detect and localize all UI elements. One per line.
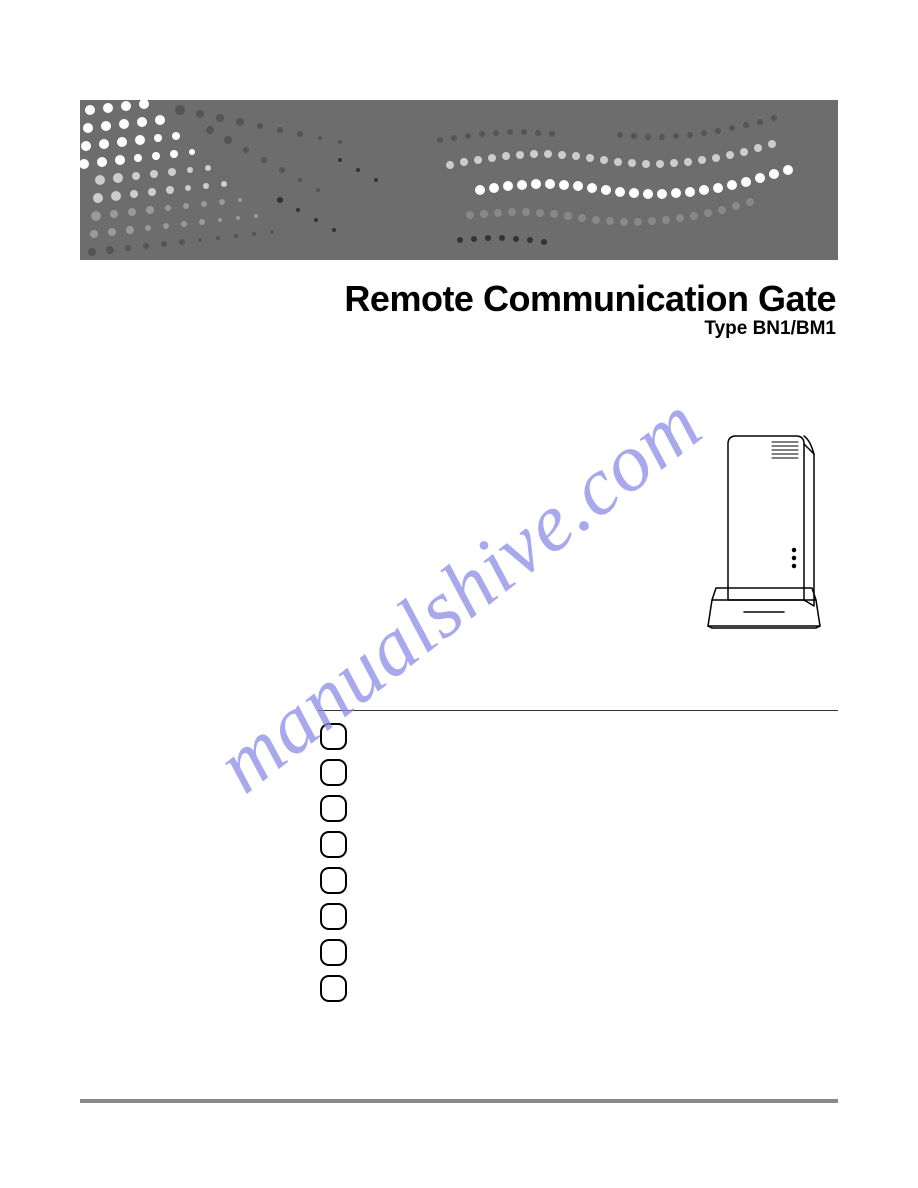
checkbox-icon[interactable] bbox=[320, 975, 347, 1002]
document-title: Remote Communication Gate bbox=[80, 278, 836, 320]
content-area bbox=[318, 710, 838, 1002]
checkbox-icon[interactable] bbox=[320, 795, 347, 822]
checkbox-icon[interactable] bbox=[320, 903, 347, 930]
checklist-item bbox=[320, 867, 838, 894]
checkbox-icon[interactable] bbox=[320, 831, 347, 858]
checkbox-icon[interactable] bbox=[320, 939, 347, 966]
checkbox-list bbox=[320, 723, 838, 1002]
checklist-item bbox=[320, 831, 838, 858]
checklist-item bbox=[320, 795, 838, 822]
checkbox-icon[interactable] bbox=[320, 723, 347, 750]
title-block: Remote Communication Gate Type BN1/BM1 bbox=[80, 278, 838, 340]
checklist-item bbox=[320, 759, 838, 786]
device-illustration bbox=[694, 430, 834, 630]
checklist-item bbox=[320, 975, 838, 1002]
header-banner bbox=[80, 100, 838, 260]
checkbox-icon[interactable] bbox=[320, 759, 347, 786]
checklist-item bbox=[320, 939, 838, 966]
checklist-item bbox=[320, 903, 838, 930]
footer-bar bbox=[80, 1099, 838, 1103]
document-subtitle: Type BN1/BM1 bbox=[80, 318, 836, 340]
section-divider bbox=[318, 710, 838, 711]
checklist-item bbox=[320, 723, 838, 750]
page-container: Remote Communication Gate Type BN1/BM1 bbox=[0, 0, 918, 1188]
checkbox-icon[interactable] bbox=[320, 867, 347, 894]
banner-graphic bbox=[80, 100, 838, 260]
